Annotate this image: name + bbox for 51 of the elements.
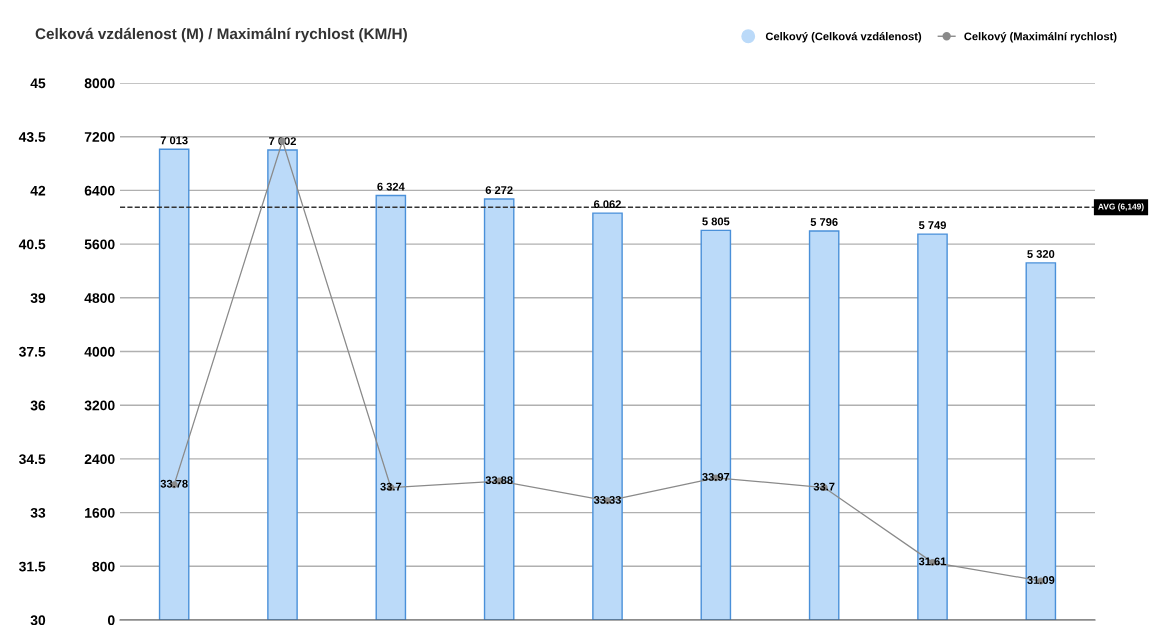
data-label: 6 324 bbox=[377, 182, 405, 191]
bar bbox=[592, 212, 623, 620]
y2-tick-label: 31.5 bbox=[18, 561, 46, 572]
bar bbox=[483, 198, 515, 620]
y2-tick-label: 36 bbox=[30, 400, 46, 411]
y-tick-label: 5600 bbox=[84, 239, 115, 250]
y-tick-label: 2400 bbox=[84, 454, 115, 465]
y-tick-label: 3200 bbox=[84, 400, 115, 411]
y2-tick-label: 30 bbox=[30, 615, 46, 625]
data-label: 5 796 bbox=[810, 218, 838, 226]
legend-label: Celkový (Maximální rychlost) bbox=[964, 32, 1117, 43]
data-label: 33.7 bbox=[813, 482, 835, 491]
y2-tick-label: 43.5 bbox=[18, 132, 46, 142]
y-tick-label: 4000 bbox=[84, 346, 115, 357]
data-label: 6 062 bbox=[594, 200, 621, 209]
data-label: 5 320 bbox=[1027, 250, 1055, 258]
y-tick-label: 4800 bbox=[84, 293, 115, 303]
data-label: 33.33 bbox=[593, 495, 621, 504]
chart-title: Celková vzdálenost (M) / Maximální rychlost (KM/H) bbox=[35, 27, 407, 43]
y-tick-label: 800 bbox=[92, 561, 115, 572]
y2-tick-label: 40.5 bbox=[18, 239, 46, 250]
bar bbox=[808, 230, 840, 620]
data-label: 7 013 bbox=[160, 136, 188, 145]
y2-tick-label: 33 bbox=[30, 507, 46, 518]
bar bbox=[1025, 262, 1057, 620]
legend-label: Celkový (Celková vzdálenost) bbox=[765, 32, 922, 43]
data-label: 6 272 bbox=[485, 186, 513, 195]
data-label: 33.97 bbox=[702, 472, 730, 481]
ref-line-label: AVG (6,149) bbox=[1098, 203, 1144, 212]
y2-tick-label: 42 bbox=[30, 185, 46, 196]
bar bbox=[267, 149, 298, 620]
data-label: 5 805 bbox=[702, 217, 730, 226]
y-tick-label: 6400 bbox=[84, 185, 115, 196]
y-tick-label: 1600 bbox=[85, 507, 115, 518]
bar bbox=[375, 194, 407, 620]
y2-tick-label: 45 bbox=[30, 78, 46, 89]
y2-tick-label: 34.5 bbox=[18, 454, 46, 465]
y2-tick-label: 37.5 bbox=[18, 346, 46, 357]
y2-tick-label: 39 bbox=[30, 293, 46, 303]
data-label: 33.78 bbox=[160, 479, 188, 488]
data-label: 33.88 bbox=[485, 476, 513, 485]
y-tick-label: 7200 bbox=[84, 132, 115, 142]
bar bbox=[700, 229, 732, 620]
data-label: 31.09 bbox=[1027, 576, 1055, 584]
bar bbox=[917, 233, 948, 620]
y-tick-label: 0 bbox=[107, 615, 115, 625]
data-label: 33.7 bbox=[380, 482, 402, 491]
data-label: 31.61 bbox=[918, 557, 947, 566]
bar bbox=[158, 148, 190, 620]
data-label: 5 749 bbox=[918, 221, 946, 230]
y-tick-label: 8000 bbox=[84, 78, 115, 89]
